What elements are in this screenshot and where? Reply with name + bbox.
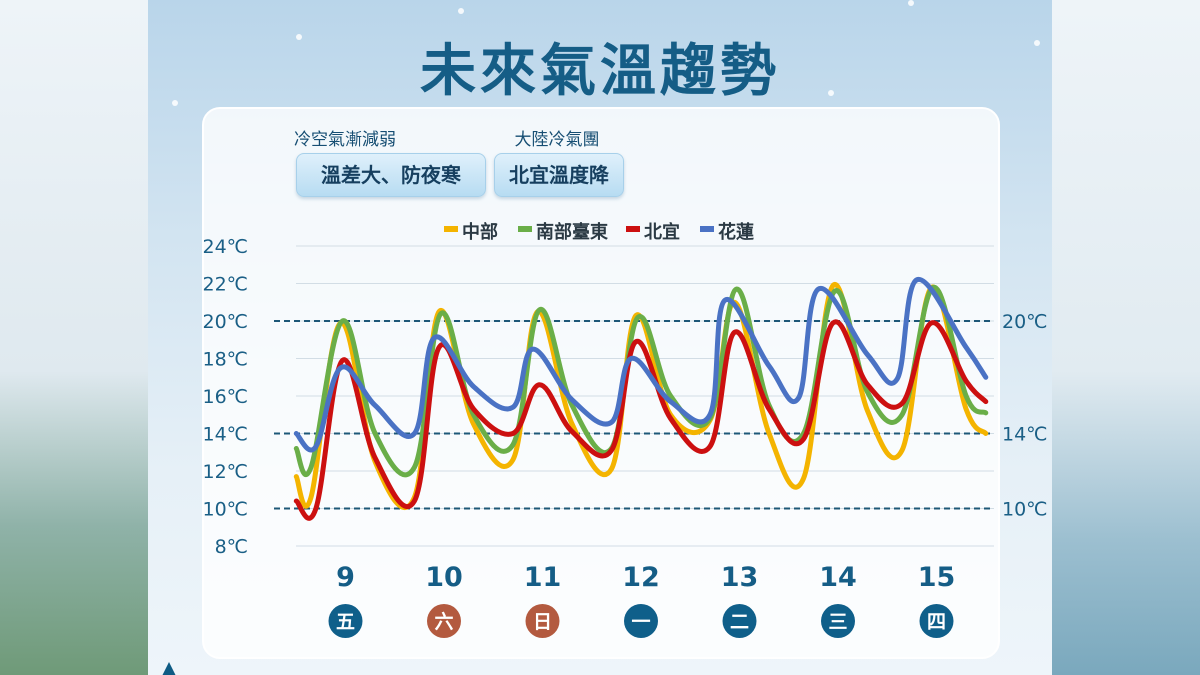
y-tick-label: 18℃ [202,349,248,371]
y-tick-label: 22℃ [202,274,248,296]
legend-label: 中部 [462,221,498,243]
weekday-label: 五 [336,611,355,633]
y-tick-label: 14℃ [202,424,248,446]
weekday-label: 一 [631,611,650,633]
snowflake-decoration [828,90,834,96]
weekday-label: 三 [828,611,847,633]
weekday-label: 二 [730,611,749,633]
left-background-strip [0,0,148,675]
x-tick-label: 12 [622,562,660,593]
x-tick-label: 13 [721,562,759,593]
tree-decoration [162,662,176,675]
series-line [293,277,989,453]
x-tick-label: 11 [524,562,562,593]
weekday-label: 六 [434,610,453,633]
x-tick-label: 14 [819,562,857,593]
weekday-label: 日 [533,611,552,633]
reference-label: 10℃ [1002,499,1048,521]
snowflake-decoration [172,100,178,106]
temperature-line-chart: 8℃ 10℃ 12℃ 14℃ 16℃ 18℃ 20℃ 22℃ 24℃ 20℃ 14℃ 10℃ 中部 南部臺… [202,221,1048,638]
weekday-badge [821,604,855,638]
legend-swatch [700,226,714,232]
weekday-label: 四 [927,611,946,633]
page-title: 未來氣溫趨勢 [420,39,780,104]
x-tick-label: 15 [918,562,956,593]
y-tick-label: 16℃ [202,386,248,408]
infographic-stage: 未來氣溫趨勢 冷空氣漸減弱 溫差大、防夜寒 大陸冷氣團 北宜溫度降 8℃ 10℃ 1… [148,0,1052,675]
snowflake-decoration [296,34,302,40]
y-tick-label: 20℃ [202,311,248,333]
legend-label: 花蓮 [718,221,754,243]
series-line [293,319,989,521]
weekday-badge [525,604,560,638]
snowflake-decoration [458,8,464,14]
weekday-badge [624,604,658,638]
y-tick-label: 10℃ [202,499,248,521]
y-tick-label: 12℃ [202,461,248,483]
x-tick-label: 9 [336,562,355,593]
legend-label: 南部臺東 [536,221,608,243]
weekday-badge [919,604,954,638]
snowflake-decoration [908,0,914,6]
reference-label: 14℃ [1002,424,1048,446]
legend-label: 北宜 [644,221,680,243]
legend-swatch [626,226,640,232]
note-pill-continental-air: 北宜溫度降 [494,153,624,197]
note-label-continental-air: 大陸冷氣團 [514,130,600,150]
weekday-badge [427,604,461,638]
weekday-badge [722,604,757,638]
reference-label: 20℃ [1002,311,1048,333]
legend-swatch [518,226,532,232]
y-tick-label: 24℃ [202,236,248,258]
legend-swatch [444,226,458,232]
note-label-cold-air: 冷空氣漸減弱 [294,130,396,150]
weekday-badge [328,604,363,638]
x-tick-label: 10 [425,562,463,593]
right-background-strip [1052,0,1200,675]
series-line [293,284,989,478]
snowflake-decoration [1034,40,1040,46]
note-pill-cold-air: 溫差大、防夜寒 [296,153,486,197]
y-tick-label: 8℃ [215,536,248,558]
